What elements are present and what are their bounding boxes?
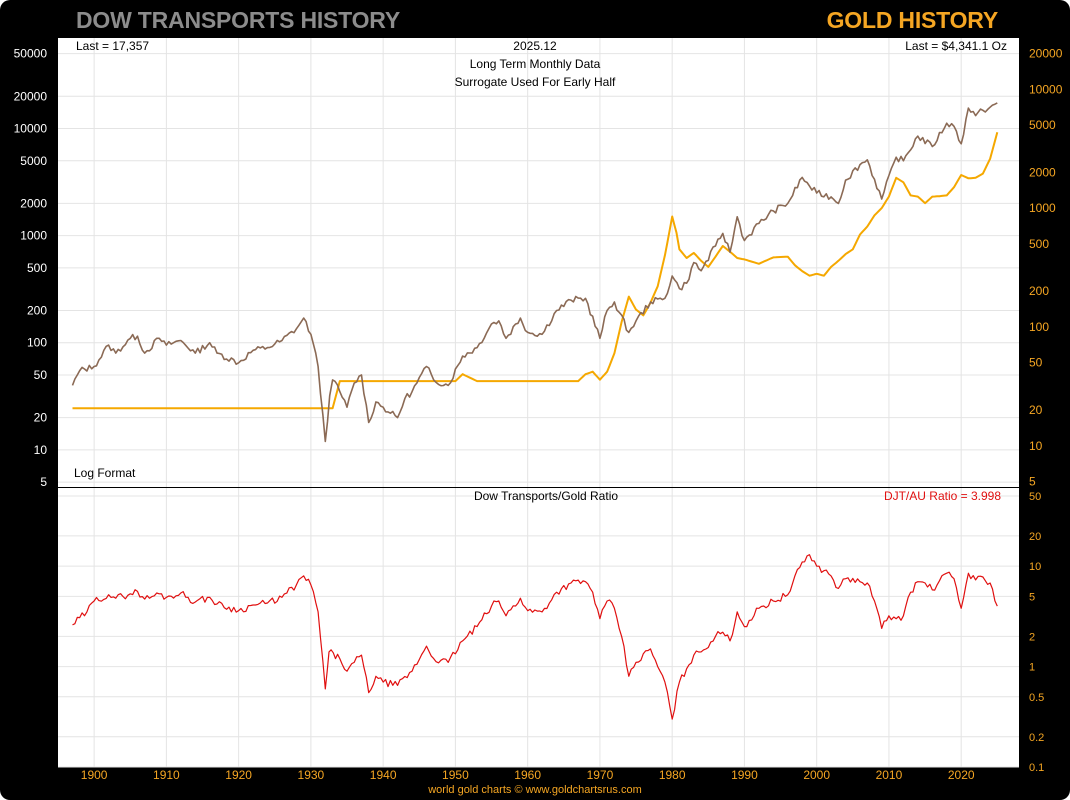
left-tick-label: 200	[27, 303, 47, 317]
last-dow-label: Last = 17,357	[76, 39, 149, 53]
chart-subtitle-1: Long Term Monthly Data	[470, 57, 601, 71]
right-tick-label: 200	[1029, 284, 1049, 298]
dow-transports-title: DOW TRANSPORTS HISTORY	[76, 7, 401, 33]
x-tick-label: 1910	[153, 768, 180, 782]
gold-history-title: GOLD HISTORY	[826, 7, 999, 33]
lower-grid	[58, 488, 1019, 768]
right-tick-label: 20000	[1029, 46, 1063, 60]
right-tick-label: 1000	[1029, 201, 1056, 215]
lower-plot-area	[58, 488, 1019, 767]
x-tick-label: 1980	[659, 768, 686, 782]
right-tick-label: 2000	[1029, 165, 1056, 179]
left-tick-label: 50	[34, 368, 48, 382]
x-tick-label: 1960	[514, 768, 541, 782]
chart-date-title: 2025.12	[513, 39, 557, 53]
left-tick-label: 2000	[20, 196, 47, 210]
left-tick-label: 5000	[20, 154, 47, 168]
ratio-last-label: DJT/AU Ratio = 3.998	[884, 489, 1001, 503]
x-tick-label: 1900	[81, 768, 108, 782]
left-tick-label: 50000	[14, 47, 48, 61]
x-tick-label: 2020	[948, 768, 975, 782]
left-tick-label: 20	[34, 411, 48, 425]
right-tick-label: 100	[1029, 320, 1049, 334]
gold-series-line	[72, 132, 999, 410]
left-tick-label: 100	[27, 336, 47, 350]
x-tick-label: 2000	[803, 768, 830, 782]
right-tick-label: 5000	[1029, 118, 1056, 132]
right-tick-label: 500	[1029, 237, 1049, 251]
dow-transports-series-line	[71, 102, 998, 443]
x-tick-label: 2010	[876, 768, 903, 782]
right-tick-label: 10	[1029, 439, 1043, 453]
right-axis-ticks: 20000 10000 5000 2000 1000 500 200 100 50 20 10 5	[1029, 46, 1063, 488]
left-tick-label: 5	[40, 475, 47, 489]
ratio-tick-label: 20	[1029, 531, 1041, 543]
ratio-axis-ticks: 50 20 10 5 2 1 0.5 0.2 0.1	[1029, 491, 1044, 774]
x-tick-label: 1990	[731, 768, 758, 782]
x-tick-label: 1920	[225, 768, 252, 782]
x-tick-label: 1950	[442, 768, 469, 782]
x-axis-ticks: 1900 1910 1920 1930 1940 1950 1960 1970 1980 1990…	[81, 768, 975, 782]
right-tick-label: 5	[1029, 475, 1036, 489]
right-tick-label: 20	[1029, 403, 1043, 417]
ratio-tick-label: 50	[1029, 491, 1041, 503]
ratio-tick-label: 0.1	[1029, 762, 1044, 774]
chart-subtitle-2: Surrogate Used For Early Half	[455, 75, 616, 89]
ratio-tick-label: 1	[1029, 662, 1035, 674]
right-tick-label: 10000	[1029, 82, 1063, 96]
x-tick-label: 1970	[587, 768, 614, 782]
left-tick-label: 20000	[14, 89, 48, 103]
left-axis-ticks: 50000 20000 10000 5000 2000 1000 500 200 100 50 20…	[14, 47, 48, 489]
ratio-tick-label: 0.5	[1029, 692, 1044, 704]
upper-plot-area	[58, 38, 1019, 487]
ratio-tick-label: 5	[1029, 591, 1035, 603]
ratio-panel-title: Dow Transports/Gold Ratio	[474, 489, 618, 503]
ratio-series-line	[72, 554, 998, 720]
left-tick-label: 1000	[20, 229, 47, 243]
left-tick-label: 10	[34, 443, 48, 457]
x-tick-label: 1930	[298, 768, 325, 782]
x-tick-label: 1940	[370, 768, 397, 782]
ratio-tick-label: 0.2	[1029, 732, 1044, 744]
ratio-tick-label: 2	[1029, 631, 1035, 643]
left-tick-label: 500	[27, 261, 47, 275]
right-tick-label: 50	[1029, 356, 1043, 370]
left-tick-label: 10000	[14, 122, 48, 136]
upper-grid	[58, 38, 1019, 487]
footer-credit: world gold charts © www.goldchartsrus.co…	[428, 784, 642, 796]
log-format-label: Log Format	[74, 466, 136, 480]
last-gold-label: Last = $4,341.1 Oz	[905, 39, 1007, 53]
ratio-tick-label: 10	[1029, 561, 1041, 573]
